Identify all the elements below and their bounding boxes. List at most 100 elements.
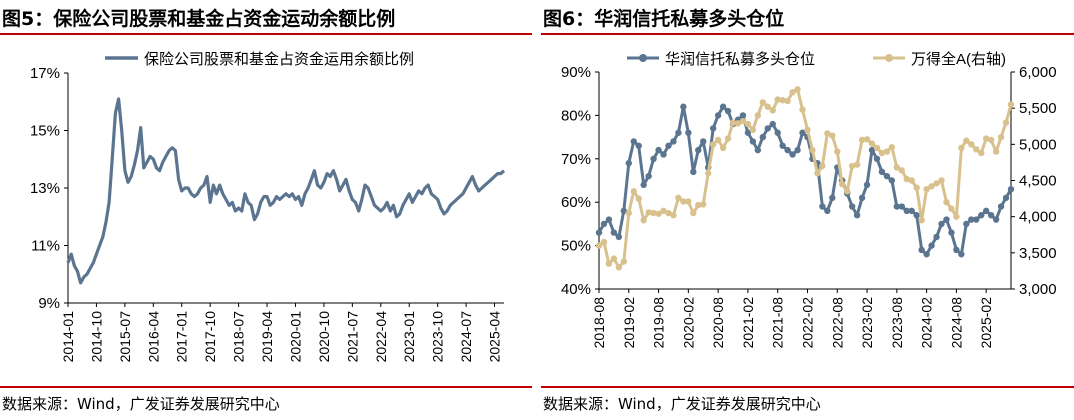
data-point [764,103,771,110]
data-point [978,149,985,157]
y2-tick-label: 4,000 [1019,209,1057,226]
data-point [863,181,871,189]
data-point [600,238,608,246]
data-point [774,96,781,103]
data-point [685,198,692,205]
data-point [928,183,935,190]
data-point [625,159,632,167]
data-point [948,229,955,236]
y-tick-label: 80% [561,107,591,124]
data-point [774,129,781,136]
data-point [615,233,623,241]
data-point [769,107,776,114]
data-point [834,148,841,155]
data-point [749,126,757,134]
x-tick-label: 2020-08 [710,297,726,349]
x-tick-label: 2014-10 [88,311,104,363]
x-tick-label: 2023-01 [401,311,417,363]
x-tick-label: 2019-02 [621,297,637,349]
data-point [992,216,1000,223]
data-point [660,207,667,215]
data-point [883,148,891,155]
data-point [913,184,920,191]
data-point [625,209,632,217]
data-point [938,220,945,228]
data-point [888,144,896,151]
x-tick-label: 2024-08 [948,297,964,349]
data-point [1002,119,1010,126]
data-point [933,233,940,241]
data-point [804,126,811,134]
data-point [700,201,707,208]
data-point [605,216,613,223]
data-point [968,141,975,148]
data-point [968,216,975,223]
y2-tick-label: 4,500 [1019,173,1057,190]
x-tick-label: 2022-02 [799,297,815,349]
title-rule [0,33,532,35]
data-point [744,129,752,136]
data-point [655,210,662,217]
data-point [878,149,886,157]
data-point [690,209,697,217]
data-point [814,170,821,177]
x-tick-label: 2020-01 [287,311,303,363]
data-point [953,246,960,254]
x-tick-label: 2017-10 [202,311,218,363]
data-point [992,148,1000,155]
data-point [878,168,886,176]
data-point [908,177,915,184]
data-point [903,175,910,183]
data-point [615,264,623,271]
data-point [660,151,667,158]
data-point [620,207,628,215]
data-point [898,203,905,210]
data-point [908,207,915,215]
data-point [858,136,866,144]
x-tick-label: 2017-01 [174,311,190,363]
data-point [709,125,717,132]
data-point [848,162,856,170]
data-point [610,229,618,236]
x-tick-label: 2023-10 [430,311,446,363]
data-point [923,185,930,193]
data-point [759,99,767,106]
data-point [958,251,965,258]
y-tick-label: 60% [561,194,591,211]
figure-5-chart: 9% 11% 13% 15% 17% 2014-01 2014-10 2015-07 2016-… [30,50,506,363]
x-tick-label: 2021-02 [740,297,756,349]
data-point [918,246,925,254]
data-point [868,140,876,147]
data-point [923,251,930,258]
data-point [724,107,732,115]
legend-marker [639,54,647,62]
data-point [819,162,826,170]
data-point [958,144,965,152]
data-point [943,199,950,206]
x-tick-label: 2020-10 [316,311,332,363]
data-point [719,103,727,110]
y-tick-label: 9% [38,295,60,312]
data-point [982,207,990,215]
data-point [749,138,757,145]
source-rule [541,386,1074,388]
data-point [1007,185,1015,193]
legend-marker [885,54,893,62]
data-point [888,177,896,184]
data-point [754,146,762,154]
y2-tick-label: 3,500 [1019,245,1057,262]
data-point [630,188,637,195]
data-point [635,195,642,202]
figure-5-source: 数据来源：Wind，广发证券发展研究中心 [2,395,280,413]
data-point [858,194,866,202]
data-point [973,146,980,153]
data-point [997,133,1005,141]
legend-label: 万得全A(右轴) [911,50,1006,68]
data-point [997,203,1005,210]
data-point [640,181,647,189]
data-point [719,144,727,152]
data-point [799,129,806,136]
data-point [868,146,876,154]
data-point [595,229,603,236]
data-point [898,167,905,174]
